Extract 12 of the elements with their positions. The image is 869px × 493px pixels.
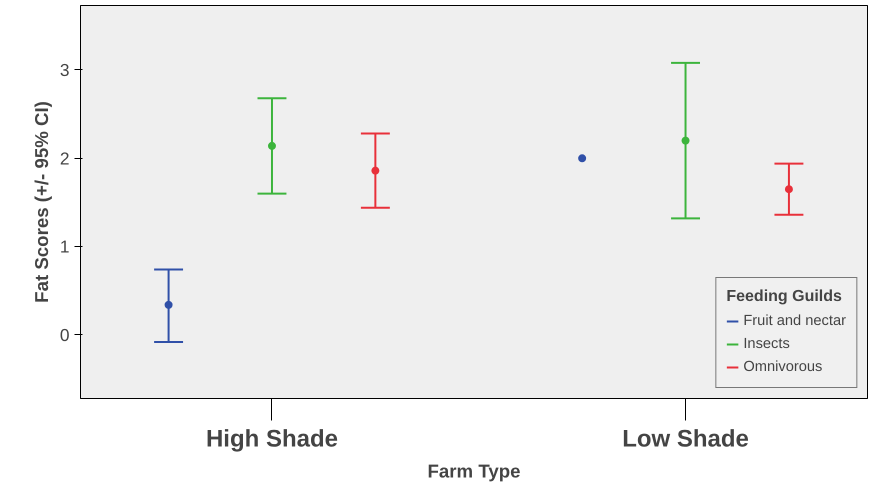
y-axis-title: Fat Scores (+/- 95% CI) bbox=[30, 101, 52, 303]
y-tick-label: 3 bbox=[60, 60, 70, 80]
x-tick-label: Low Shade bbox=[622, 426, 749, 452]
y-tick-label: 0 bbox=[60, 324, 70, 345]
legend-label: Fruit and nectar bbox=[743, 313, 846, 329]
legend-title: Feeding Guilds bbox=[726, 288, 843, 306]
y-tick-label: 2 bbox=[60, 148, 70, 168]
legend-label: Insects bbox=[743, 336, 790, 352]
x-axis-title: Farm Type bbox=[428, 460, 520, 482]
legend-label: Omnivorous bbox=[743, 359, 822, 375]
x-tick-label: High Shade bbox=[206, 426, 338, 452]
y-tick-label: 1 bbox=[60, 236, 70, 257]
